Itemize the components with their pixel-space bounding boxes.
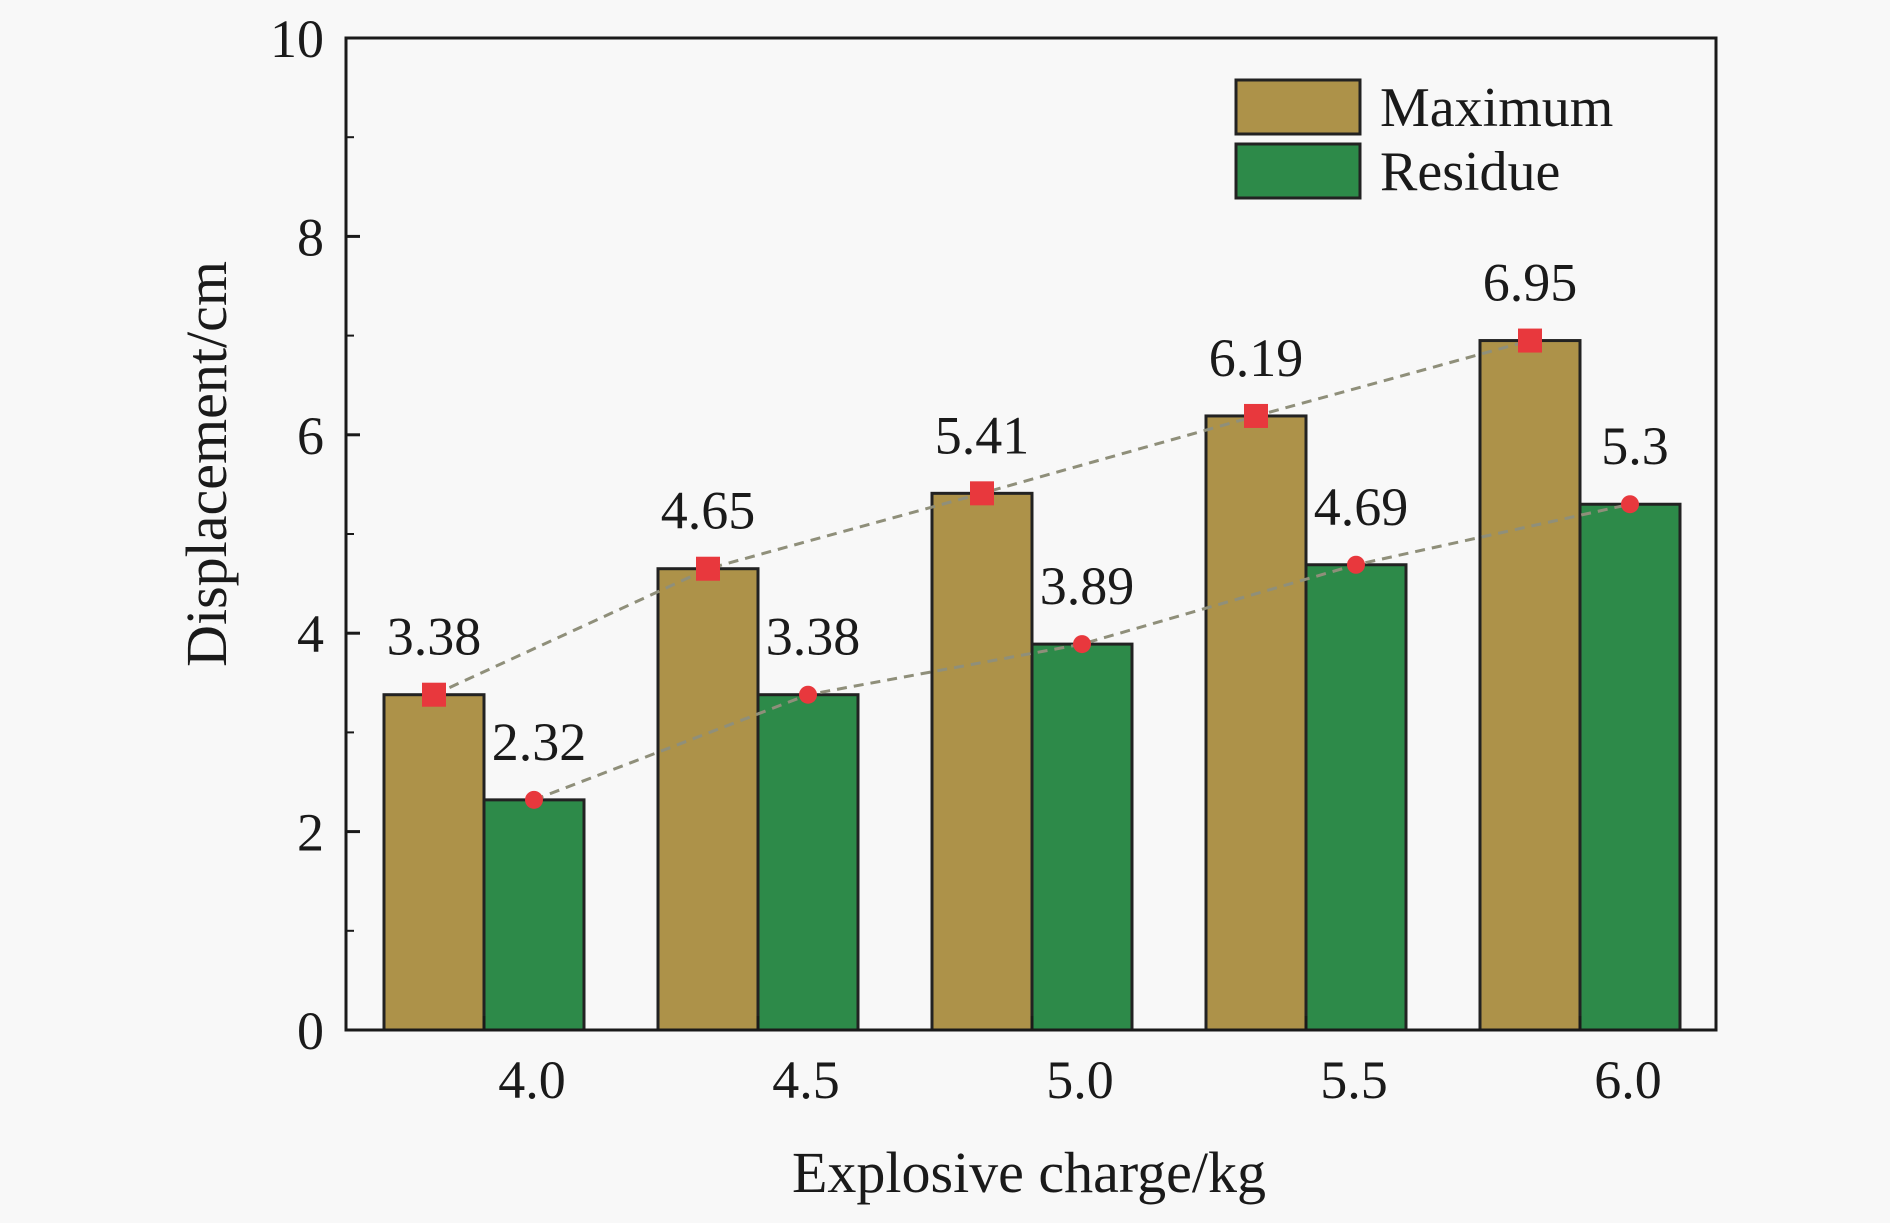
marker-maximum-5.0	[970, 481, 994, 506]
bar-maximum-5.5	[1204, 414, 1308, 1032]
marker-maximum-4.5	[696, 556, 720, 581]
markers-layer	[422, 328, 1639, 809]
legend-swatch-residue	[1234, 142, 1362, 200]
y-tick-label-8: 8	[297, 207, 324, 267]
marker-maximum-6.0	[1518, 328, 1542, 353]
bar-residue-4.0	[482, 798, 586, 1032]
y-tick-label-4: 4	[297, 604, 324, 664]
bar-maximum-5.0	[930, 491, 1034, 1032]
bar-residue-5.0	[1030, 642, 1134, 1032]
data-label-maximum-6.0: 6.95	[1483, 253, 1578, 313]
marker-maximum-4.0	[422, 682, 446, 707]
data-label-residue-4.0: 2.32	[492, 712, 587, 772]
legend-label-maximum: Maximum	[1380, 77, 1613, 139]
x-tick-label-4.5: 4.5	[772, 1050, 840, 1110]
legend-swatch-maximum	[1234, 78, 1362, 136]
marker-residue-6.0	[1621, 495, 1639, 514]
marker-residue-5.5	[1347, 555, 1365, 574]
y-tick-label-0: 0	[297, 1001, 324, 1061]
marker-residue-4.0	[525, 790, 543, 809]
data-label-maximum-4.5: 4.65	[661, 481, 756, 541]
x-tick-label-5.0: 5.0	[1046, 1050, 1114, 1110]
data-label-maximum-5.5: 6.19	[1209, 328, 1304, 388]
legend-label-residue: Residue	[1380, 141, 1560, 203]
data-labels-layer: 3.384.655.416.196.952.323.383.894.695.3	[387, 253, 1669, 772]
y-tick-label-2: 2	[297, 803, 324, 863]
data-label-maximum-4.0: 3.38	[387, 607, 482, 667]
bar-residue-6.0	[1578, 502, 1682, 1032]
marker-residue-5.0	[1073, 635, 1091, 654]
trend-line-residue	[533, 502, 1631, 802]
x-tick-label-4.0: 4.0	[498, 1050, 566, 1110]
bar-residue-5.5	[1304, 563, 1408, 1032]
bars-layer	[382, 339, 1682, 1032]
marker-residue-4.5	[799, 685, 817, 704]
marker-maximum-5.5	[1244, 403, 1268, 428]
data-label-maximum-5.0: 5.41	[935, 405, 1030, 465]
axes-layer: 0 2 4 6 8 10 4.0 4.5 5.0 5.5 6.0	[270, 9, 1662, 1110]
y-tick-label-10: 10	[270, 9, 324, 69]
bar-maximum-4.0	[382, 693, 486, 1032]
data-label-residue-5.5: 4.69	[1314, 477, 1409, 537]
bar-maximum-4.5	[656, 567, 760, 1032]
x-tick-label-6.0: 6.0	[1594, 1050, 1662, 1110]
data-label-residue-5.0: 3.89	[1040, 556, 1135, 616]
bar-residue-4.5	[756, 693, 860, 1032]
data-label-residue-6.0: 5.3	[1601, 416, 1669, 476]
data-label-residue-4.5: 3.38	[766, 607, 861, 667]
y-axis-title: Displacement/cm	[174, 261, 239, 667]
bar-maximum-6.0	[1478, 339, 1582, 1032]
y-tick-label-6: 6	[297, 406, 324, 466]
x-axis-title: Explosive charge/kg	[792, 1140, 1266, 1205]
x-tick-label-5.5: 5.5	[1320, 1050, 1388, 1110]
